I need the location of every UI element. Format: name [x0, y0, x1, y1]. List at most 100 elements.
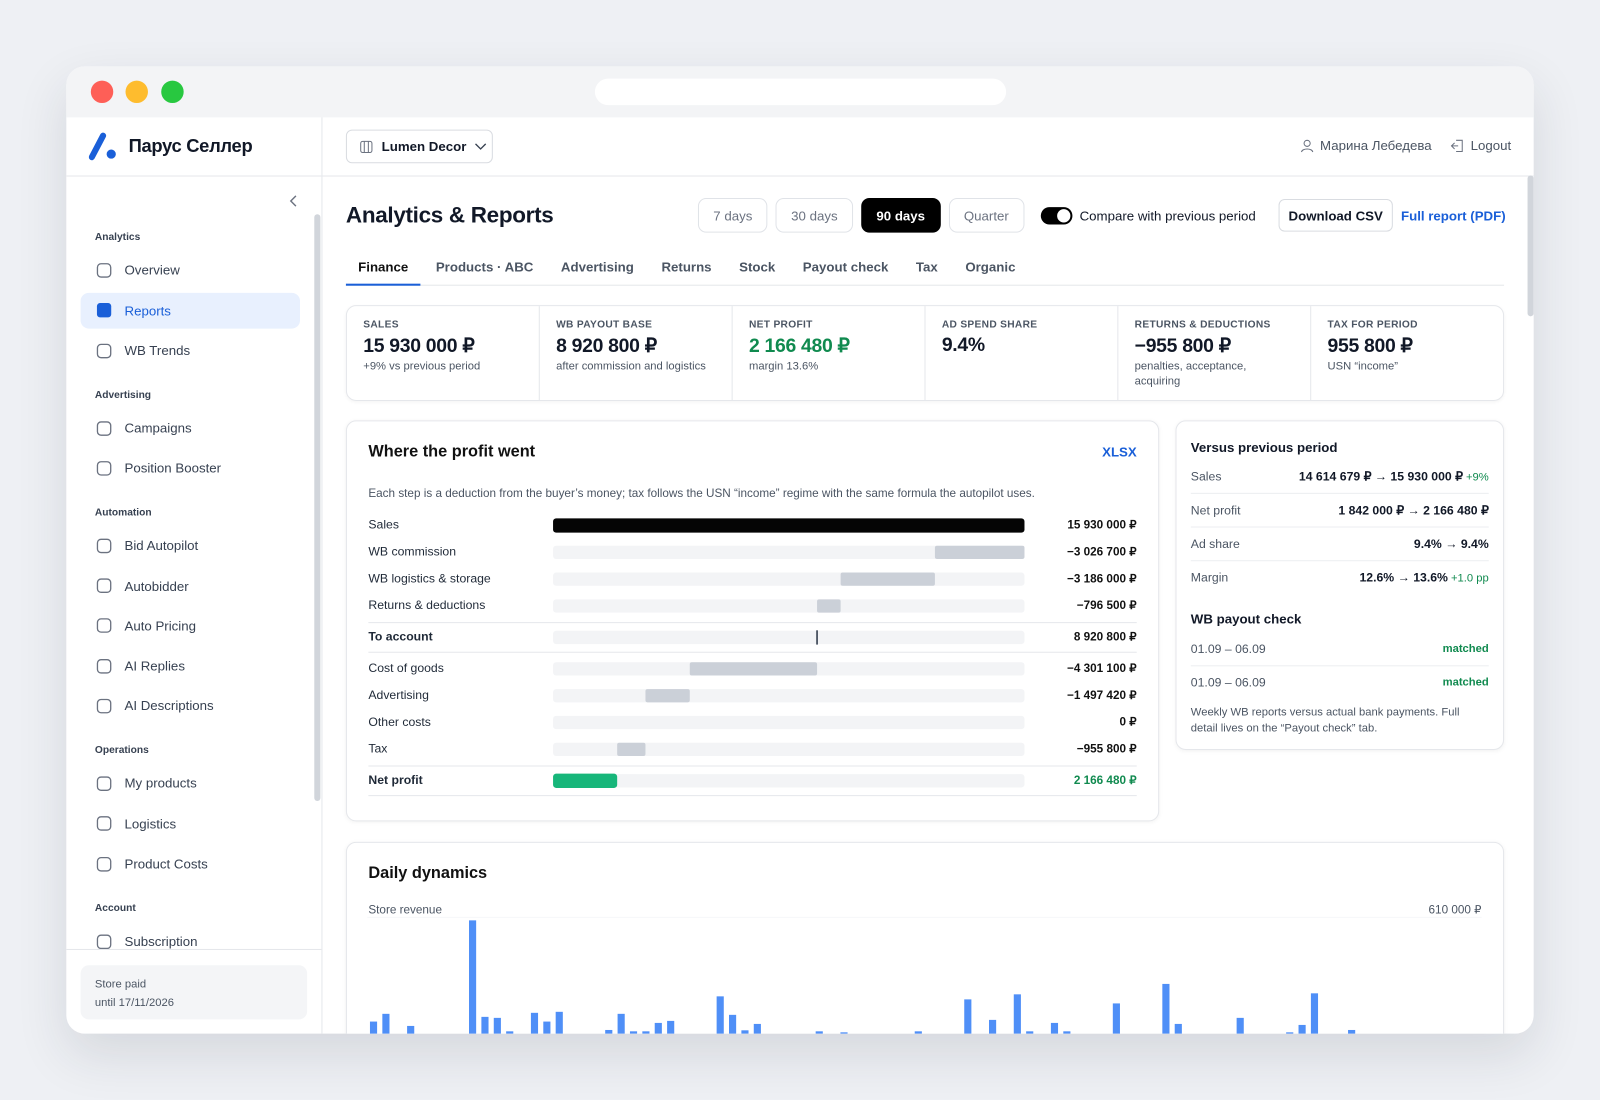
- period-button[interactable]: 90 days: [861, 197, 941, 233]
- value-label: −1 497 420 ₽: [1067, 689, 1137, 702]
- brand-name: Парус Селлер: [128, 135, 253, 157]
- bar: [840, 572, 935, 586]
- bar: [555, 1011, 563, 1034]
- tab[interactable]: Returns: [661, 259, 712, 275]
- kpi-cell: AD SPEND SHARE 9.4%: [926, 306, 1119, 400]
- nav-label: Overview: [124, 262, 180, 278]
- kpi-note: margin 13.6%: [748, 360, 819, 373]
- nav-item[interactable]: Subscription: [81, 921, 300, 949]
- zoom-button[interactable]: [161, 80, 184, 104]
- download-csv-button[interactable]: Download CSV: [1278, 198, 1393, 232]
- icon-shape: [96, 578, 112, 594]
- bar: [530, 1012, 539, 1034]
- row-label: Net profit: [368, 773, 422, 787]
- nav-item[interactable]: Product Costs: [81, 844, 300, 884]
- scrollbar[interactable]: [314, 214, 321, 802]
- nav-item[interactable]: Reports: [80, 290, 300, 330]
- nav-icon: [96, 263, 112, 278]
- nav-item[interactable]: AI Descriptions: [81, 686, 300, 726]
- nav-item[interactable]: Bid Autopilot: [81, 526, 300, 566]
- store-selector[interactable]: Lumen Decor: [345, 129, 493, 164]
- compare-toggle[interactable]: [1040, 207, 1073, 225]
- chart-title: Where the profit went: [368, 442, 535, 460]
- card-title: Versus previous period: [1190, 439, 1338, 456]
- value-label: 2 166 480 ₽: [1074, 774, 1137, 787]
- waterfall-chart: Where the profit went XLSX Each step is a …: [368, 442, 1137, 797]
- kpi-value: −955 800 ₽: [1134, 335, 1231, 358]
- row-value: 1 842 000 ₽ → 2 166 480 ₽: [1338, 503, 1488, 517]
- nav-item[interactable]: Autobidder: [81, 566, 300, 606]
- icon-shape: [96, 856, 112, 872]
- tab[interactable]: Organic: [965, 259, 1016, 275]
- address-bar[interactable]: [594, 78, 1007, 106]
- period-button[interactable]: Quarter: [948, 197, 1025, 233]
- nav-icon: [96, 856, 112, 872]
- period-button[interactable]: 30 days: [775, 197, 853, 233]
- nav-label: AI Replies: [124, 658, 185, 674]
- bar: [1348, 1029, 1356, 1034]
- nav-item[interactable]: Overview: [81, 250, 300, 290]
- tab[interactable]: Products · ABC: [435, 259, 534, 275]
- compare-label: Compare with previous period: [1079, 208, 1256, 224]
- minimize-button[interactable]: [125, 80, 148, 104]
- kpi-cell: RETURNS & DEDUCTIONS −955 800 ₽ penalties,…: [1118, 306, 1312, 400]
- user-name: Марина Лебедева: [1319, 137, 1432, 154]
- y-axis-label: Store revenue: [368, 903, 442, 916]
- kpi-label: TAX FOR PERIOD: [1327, 319, 1418, 331]
- nav-item[interactable]: WB Trends: [81, 330, 300, 370]
- bar: [753, 1023, 761, 1034]
- close-button[interactable]: [90, 80, 114, 104]
- nav-item[interactable]: Position Booster: [81, 448, 300, 488]
- bar: [481, 1016, 489, 1034]
- icon-shape: [96, 934, 112, 949]
- tab[interactable]: Stock: [739, 259, 776, 275]
- export-link[interactable]: XLSX: [1102, 445, 1137, 460]
- nav-item[interactable]: My products: [81, 764, 300, 804]
- row-label: WB commission: [368, 545, 456, 559]
- title-bar: [66, 66, 1534, 118]
- y-tick-label: 610 000 ₽: [1429, 903, 1483, 916]
- nav-icon: [96, 698, 112, 714]
- bar: [407, 1025, 415, 1034]
- bar: [914, 1031, 922, 1034]
- user-icon: [1300, 139, 1313, 152]
- logout-button[interactable]: Logout: [1450, 138, 1511, 153]
- tab[interactable]: Advertising: [560, 259, 634, 275]
- kpi-label: SALES: [363, 319, 399, 331]
- comparison-row: Sales 14 614 679 ₽ → 15 930 000 ₽ +9%: [1190, 459, 1489, 494]
- track: [553, 630, 1025, 645]
- chevron: [475, 142, 487, 150]
- tab[interactable]: Finance: [345, 249, 421, 286]
- scrollbar[interactable]: [1527, 175, 1534, 317]
- value-label: 8 920 800 ₽: [1074, 631, 1137, 644]
- kpi-label: RETURNS & DEDUCTIONS: [1134, 319, 1271, 331]
- period-button[interactable]: 7 days: [697, 197, 768, 233]
- icon-shape: [96, 460, 112, 476]
- nav-item[interactable]: Campaigns: [81, 408, 300, 448]
- nav-item[interactable]: Logistics: [81, 804, 300, 844]
- user-menu[interactable]: Марина Лебедева: [1300, 138, 1432, 153]
- nav-item[interactable]: AI Replies: [81, 646, 300, 686]
- icon-shape: [96, 263, 112, 278]
- brand[interactable]: Парус Селлер: [66, 117, 322, 177]
- kpi-value: 955 800 ₽: [1327, 335, 1413, 358]
- kpi-label: AD SPEND SHARE: [941, 319, 1038, 331]
- tab[interactable]: Payout check: [802, 259, 889, 275]
- period: 01.09 – 06.09: [1190, 641, 1266, 656]
- tabs: Finance Products · ABC Advertising Returns S…: [345, 249, 1505, 286]
- comparison-row: Net profit 1 842 000 ₽ → 2 166 480 ₽: [1190, 493, 1489, 528]
- nav-label: Position Booster: [124, 460, 222, 476]
- row-label: Net profit: [1190, 502, 1241, 517]
- collapse-button[interactable]: [288, 194, 300, 208]
- row-value: 12.6% → 13.6% +1.0 pp: [1359, 570, 1488, 584]
- logo: [88, 132, 116, 161]
- full-report-link[interactable]: Full report (PDF): [1401, 208, 1506, 224]
- comparison-row: Ad share 9.4% → 9.4%: [1190, 527, 1489, 562]
- nav-item[interactable]: Auto Pricing: [81, 606, 300, 646]
- kpi-label: NET PROFIT: [748, 319, 813, 331]
- bar: [1026, 1031, 1034, 1034]
- icon-shape: [96, 698, 112, 714]
- bar: [605, 1029, 613, 1034]
- tab[interactable]: Tax: [915, 259, 938, 275]
